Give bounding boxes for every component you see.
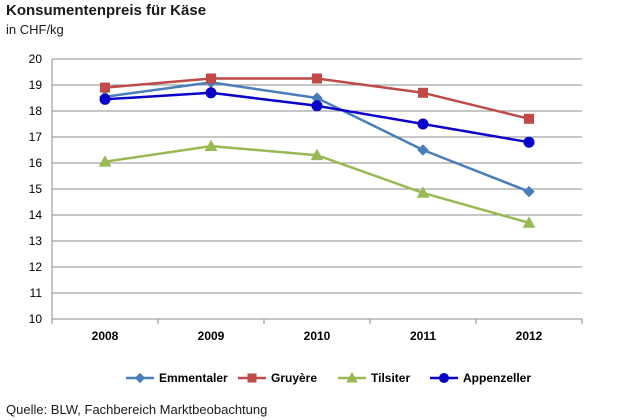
legend-marker-gruy-re [248, 374, 256, 382]
legend-label-appenzeller: Appenzeller [463, 371, 531, 385]
y-tick-label: 15 [29, 182, 43, 196]
legend-label-tilsiter: Tilsiter [371, 371, 410, 385]
y-tick-label: 12 [29, 260, 43, 274]
legend-marker-emmentaler [136, 374, 145, 383]
legend-label-gruy-re: Gruyère [271, 371, 317, 385]
y-tick-label: 19 [29, 78, 43, 92]
chart-source: Quelle: BLW, Fachbereich Marktbeobachtun… [6, 402, 267, 417]
data-point-appenzeller [312, 101, 322, 111]
y-tick-label: 10 [29, 312, 43, 326]
y-tick-label: 17 [29, 130, 43, 144]
data-point-gruy-re [101, 83, 110, 92]
data-point-emmentaler [418, 145, 428, 155]
data-point-gruy-re [525, 114, 534, 123]
data-point-appenzeller [100, 94, 110, 104]
data-point-appenzeller [418, 119, 428, 129]
data-point-gruy-re [419, 88, 428, 97]
x-tick-label: 2011 [410, 329, 436, 343]
x-tick-label: 2008 [92, 329, 119, 343]
data-point-gruy-re [207, 74, 216, 83]
y-tick-label: 18 [29, 104, 43, 118]
legend-label-emmentaler: Emmentaler [159, 371, 228, 385]
legend-marker-appenzeller [440, 374, 449, 383]
data-point-emmentaler [524, 187, 534, 197]
x-tick-label: 2010 [304, 329, 331, 343]
data-point-appenzeller [206, 88, 216, 98]
x-tick-label: 2012 [516, 329, 543, 343]
y-tick-label: 11 [30, 286, 43, 300]
y-tick-label: 13 [29, 234, 43, 248]
y-tick-label: 14 [29, 208, 43, 222]
y-tick-label: 20 [29, 52, 43, 66]
data-point-gruy-re [313, 74, 322, 83]
x-tick-label: 2009 [198, 329, 225, 343]
data-point-appenzeller [524, 137, 534, 147]
y-tick-label: 16 [29, 156, 43, 170]
